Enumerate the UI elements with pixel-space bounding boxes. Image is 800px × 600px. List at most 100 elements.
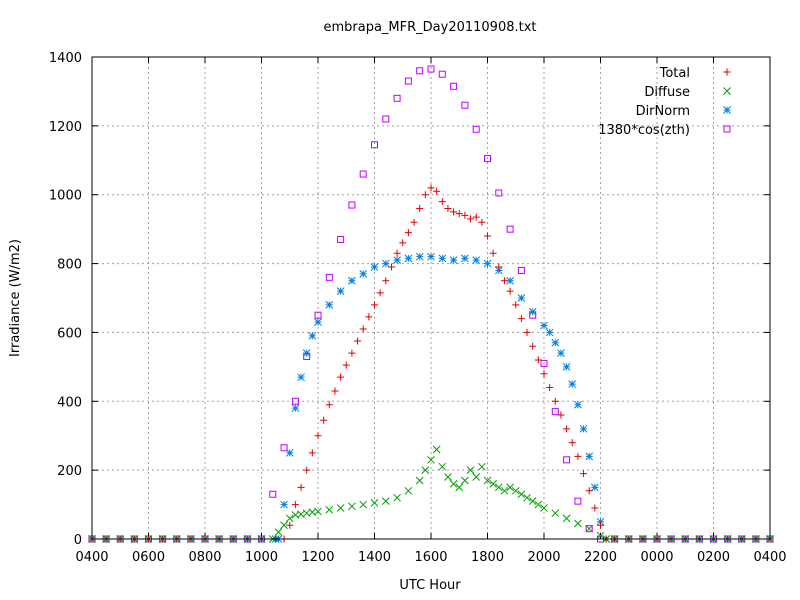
data-point [387,263,395,271]
data-point [466,466,475,474]
data-point [580,470,588,478]
x-tick-label: 0800 [188,550,221,565]
data-point [331,387,339,395]
data-point [280,521,288,530]
x-tick-label: 1200 [301,550,334,565]
x-tick-label: 1800 [471,550,504,565]
data-point [540,370,548,378]
data-point [297,373,305,382]
data-point [534,356,542,364]
data-point [449,480,458,488]
legend-marker [723,68,731,76]
data-point [467,215,475,223]
data-point [450,82,458,90]
data-point [432,445,441,454]
data-point [348,349,356,357]
data-point [302,349,311,357]
data-point [551,338,560,347]
y-axis-ticks: 0 200 400 600 800 1000 1200 1400 [49,51,770,548]
data-point [337,373,345,381]
data-point [472,213,480,221]
data-point [517,294,526,302]
data-point [562,514,571,523]
data-point [336,287,345,295]
data-point [551,509,560,518]
data-point [574,452,582,460]
x-tick-label: 0600 [132,550,165,565]
data-point [416,204,424,212]
data-point [427,455,435,464]
plot-frame [91,56,771,540]
data-point [484,155,491,163]
data-point [545,328,554,337]
data-point [557,349,565,357]
data-point [370,263,379,271]
data-point [427,252,435,261]
data-point [506,276,514,285]
data-point [506,287,514,295]
data-point [297,483,305,491]
data-point [517,266,525,274]
data-point [551,408,559,416]
data-point [517,490,526,499]
data-point [495,263,503,271]
data-point [483,259,492,268]
data-point [336,504,345,512]
data-point [495,189,503,197]
data-point [314,507,322,516]
data-point [376,289,384,297]
data-point [500,277,508,285]
data-point [365,313,373,321]
data-point [381,259,390,268]
data-point [308,449,316,457]
data-point [342,361,350,369]
legend-label: Diffuse [644,85,690,100]
data-point [472,473,481,481]
data-point [590,483,599,492]
data-point [444,473,452,481]
data-point [579,424,588,433]
y-tick-label: 0 [74,533,82,548]
data-point [404,229,412,237]
data-point [381,497,390,505]
legend: Total Diffuse DirNorm 1380*cos(zth) [598,66,731,138]
data-point [484,232,491,240]
data-point [291,404,300,413]
y-tick-label: 600 [57,326,82,341]
data-point [506,225,514,233]
data-point [523,328,531,336]
data-point [529,342,537,350]
data-point [551,397,559,405]
x-tick-label: 0200 [697,550,730,565]
data-point [461,101,469,109]
data-point [291,397,299,405]
data-point [382,277,390,285]
data-point [574,497,582,505]
data-point [325,301,334,309]
legend-label: DirNorm [636,104,690,119]
data-point [585,452,594,461]
data-point [348,276,356,285]
data-point [285,514,294,523]
data-point [393,493,401,502]
data-point [455,483,464,492]
data-point [415,476,424,485]
data-point [461,476,469,485]
data-point [562,363,571,371]
x-tick-label: 2000 [527,550,560,565]
data-point [461,254,469,263]
data-point [291,501,299,509]
data-point [506,483,514,492]
data-point [359,270,368,278]
data-point [433,187,441,195]
data-point [540,504,548,512]
data-point [444,204,452,212]
data-point [371,301,378,309]
data-point [585,525,593,533]
data-point [280,500,288,509]
data-point [325,273,333,281]
data-point [568,380,577,388]
data-points [88,65,774,543]
y-tick-label: 1400 [49,51,82,66]
data-point [308,332,317,340]
